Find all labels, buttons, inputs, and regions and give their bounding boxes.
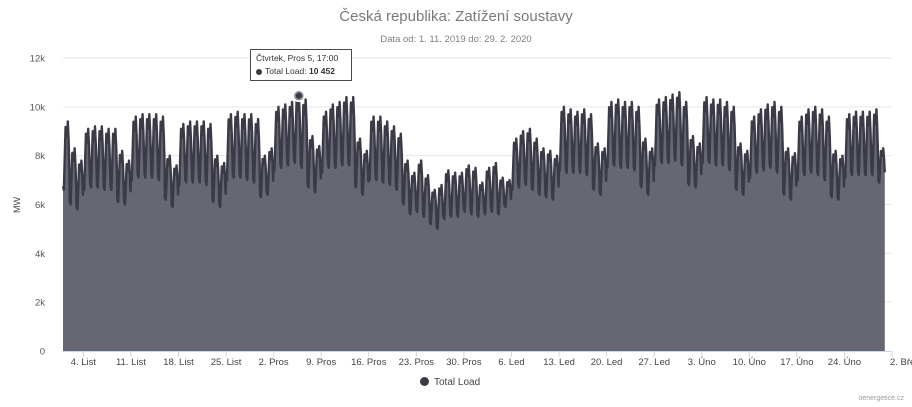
x-tick-label: 3. Úno [688, 357, 716, 368]
tooltip: Čtvrtek, Pros 5, 17:00 Total Load: 10 45… [250, 49, 352, 81]
y-tick-labels: 0 2k 4k 6k 8k 10k 12k [30, 54, 46, 358]
chart-subtitle: Data od: 1. 11. 2019 do: 29. 2. 2020 [380, 34, 532, 45]
legend-label[interactable]: Total Load [434, 377, 481, 388]
legend[interactable]: Total Load [420, 377, 480, 388]
x-tick-label: 30. Pros [446, 357, 482, 368]
x-tick-labels: 4. List 11. List 18. List 25. List 2. Pros 9.… [71, 357, 912, 368]
x-tick-label: 18. List [163, 357, 194, 368]
x-tick-label: 24. Úno [828, 357, 861, 368]
x-tick-label: 2. Pros [259, 357, 289, 368]
x-tick-label: 17. Úno [780, 357, 813, 368]
tooltip-value: 10 452 [308, 66, 335, 76]
axes [63, 351, 893, 357]
y-tick-label: 2k [35, 298, 45, 309]
series-area[interactable] [63, 92, 885, 352]
y-tick-label: 8k [35, 151, 45, 162]
chart-title: Česká republika: Zatížení soustavy [339, 8, 573, 25]
series-line[interactable] [61, 90, 886, 231]
legend-series-dot [420, 377, 429, 386]
y-tick-label: 4k [35, 249, 45, 260]
x-tick-label: 25. List [211, 357, 242, 368]
tooltip-marker [292, 89, 306, 103]
x-tick-label: 11. List [116, 357, 146, 368]
tooltip-series-dot [256, 68, 262, 75]
chart-credit[interactable]: oenergetice.cz [858, 395, 904, 402]
y-tick-label: 0 [40, 347, 45, 358]
y-tick-label: 6k [35, 200, 45, 211]
series-total-load[interactable] [61, 90, 886, 352]
x-tick-label: 4. List [71, 357, 97, 368]
x-tick-label: 6. Led [498, 357, 524, 368]
tooltip-value-row: Total Load: 10 452 [256, 66, 346, 76]
x-tick-label: 10. Úno [733, 357, 766, 368]
x-tick-label: 27. Led [638, 357, 670, 368]
x-tick-label: 9. Pros [306, 357, 336, 368]
x-tick-label: 20. Led [591, 357, 623, 368]
y-axis-label: MW [12, 197, 22, 213]
y-tick-label: 10k [30, 102, 46, 113]
x-tick-label: 13. Led [543, 357, 575, 368]
y-tick-label: 12k [30, 54, 46, 65]
tooltip-date: Čtvrtek, Pros 5, 17:00 [256, 53, 339, 63]
x-tick-label: 16. Pros [351, 357, 387, 368]
tooltip-point-center [295, 92, 302, 99]
tooltip-series-label: Total Load [265, 66, 305, 76]
x-tick-label: 2. Bře [890, 357, 912, 368]
x-tick-label: 23. Pros [399, 357, 435, 368]
